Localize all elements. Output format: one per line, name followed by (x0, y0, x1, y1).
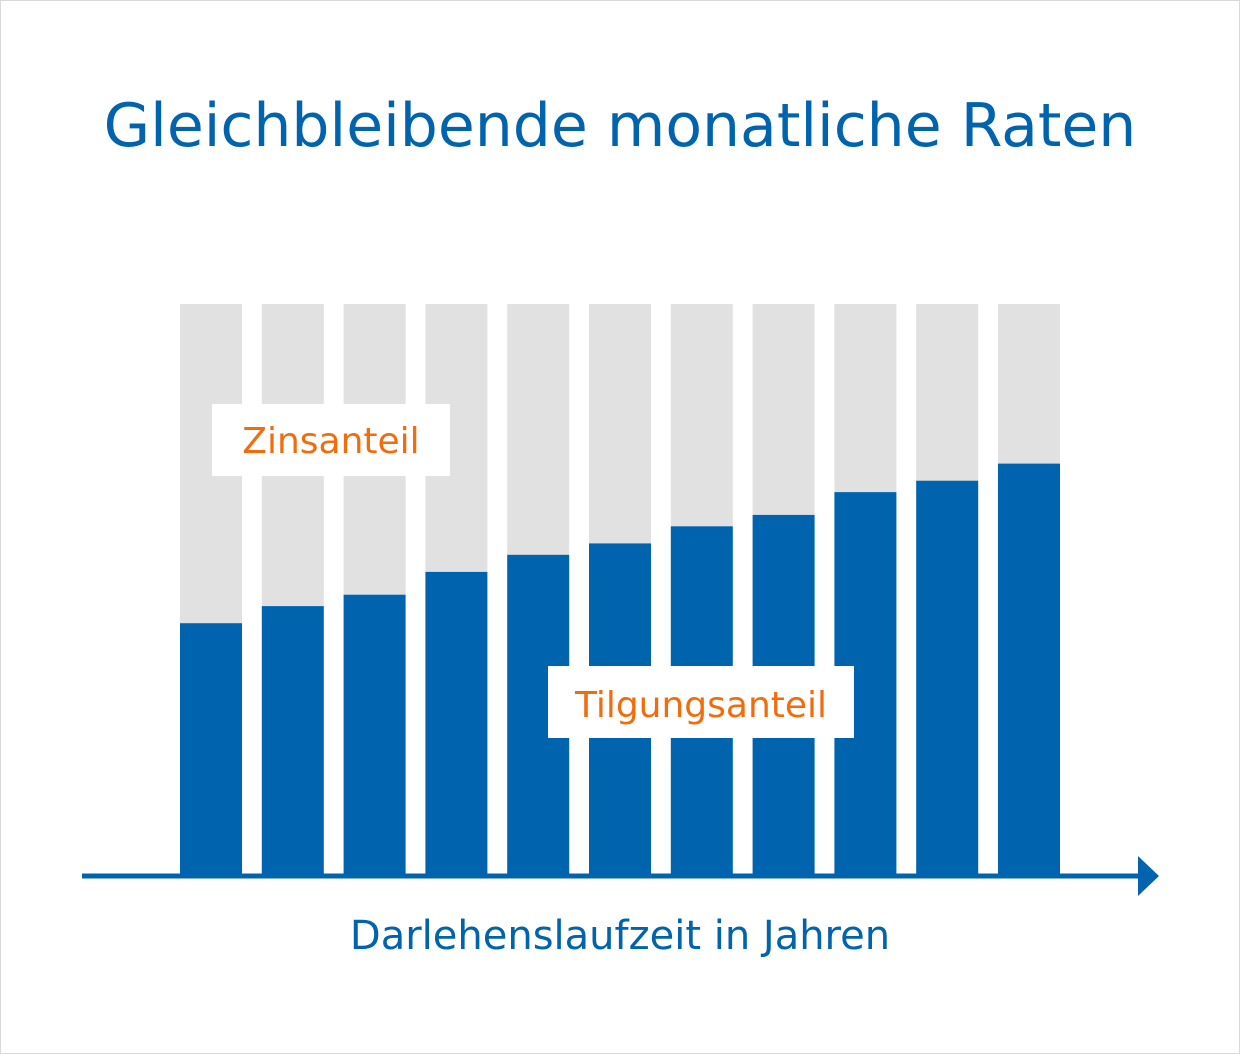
tilgungsanteil-label-box (548, 666, 854, 738)
bar-tilgungsanteil-11 (998, 463, 1060, 874)
bar-zinsanteil-10 (916, 304, 979, 481)
bar-zinsanteil-7 (670, 304, 733, 527)
bar-tilgungsanteil-10 (916, 480, 979, 874)
zinsanteil-label-box (212, 404, 450, 476)
bar-tilgungsanteil-3 (343, 594, 406, 874)
zinsanteil-label: Zinsanteil (212, 404, 450, 476)
bars-group (180, 304, 1060, 874)
tilgungsanteil-label: Tilgungsanteil (548, 666, 854, 738)
x-axis (82, 856, 1159, 896)
chart-title: Gleichbleibende monatliche Raten (103, 91, 1137, 161)
bar-tilgungsanteil-2 (261, 606, 324, 874)
tilgungsanteil-label-text: Tilgungsanteil (574, 685, 827, 726)
bar-tilgungsanteil-1 (180, 623, 242, 874)
bar-tilgungsanteil-4 (425, 571, 488, 874)
bar-zinsanteil-9 (834, 304, 897, 493)
zinsanteil-label-text: Zinsanteil (242, 421, 419, 462)
bar-zinsanteil-6 (589, 304, 651, 544)
bar-zinsanteil-8 (752, 304, 815, 515)
x-axis-arrow-icon (1138, 856, 1159, 896)
bar-zinsanteil-5 (507, 304, 570, 555)
x-axis-label: Darlehenslaufzeit in Jahren (349, 913, 891, 959)
bar-zinsanteil-11 (998, 304, 1060, 464)
